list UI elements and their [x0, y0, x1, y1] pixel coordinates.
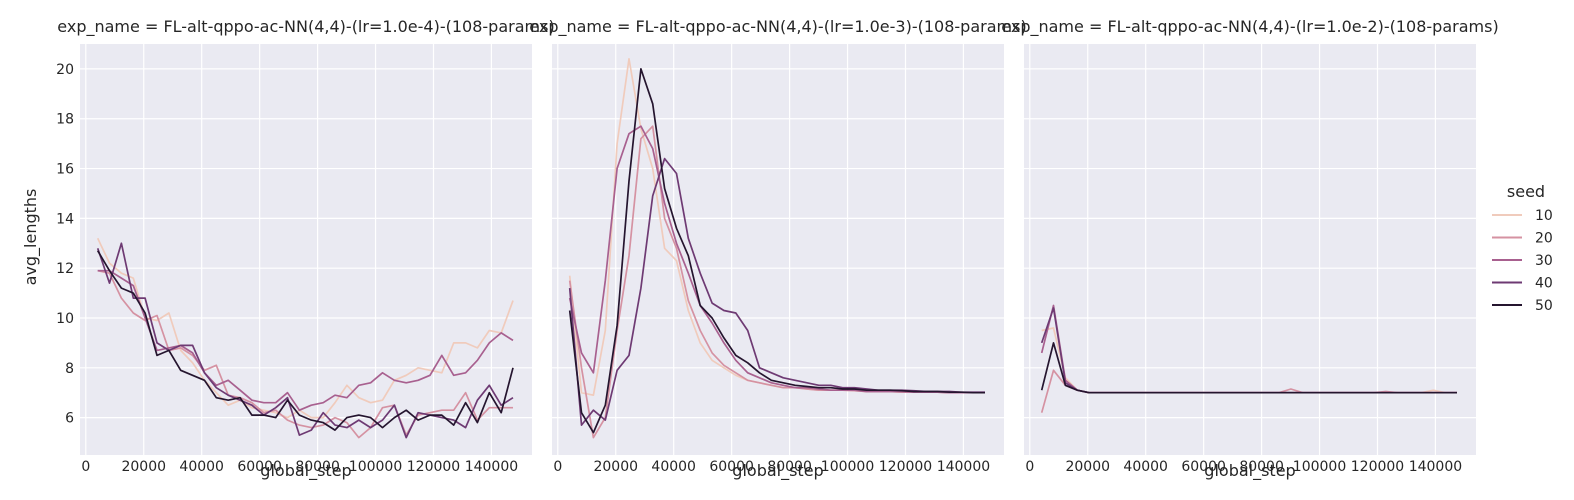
legend-label: 50	[1535, 298, 1553, 314]
y-tick-label: 8	[65, 361, 74, 377]
y-tick-label: 16	[56, 162, 74, 178]
series-line-seed-10	[96, 237, 514, 419]
x-tick-label: 0	[81, 459, 90, 475]
legend-item-10: 10	[1492, 208, 1553, 224]
plot-area	[80, 44, 532, 455]
legend-items: 10 20 30 40 50	[1492, 208, 1553, 314]
series-line-seed-50	[96, 250, 514, 431]
series-line-seed-50	[568, 68, 985, 434]
legend-title: seed	[1507, 182, 1545, 201]
x-tick-label: 80000	[295, 459, 340, 475]
legend-item-50: 50	[1492, 298, 1553, 314]
y-tick-label: 14	[56, 211, 74, 227]
series-line-seed-50	[1040, 342, 1457, 394]
x-axis-label: global_step	[732, 461, 823, 481]
series-line-seed-20	[97, 269, 513, 439]
x-tick-label: 140000	[937, 459, 990, 475]
x-tick-label: 140000	[1409, 459, 1462, 475]
panel-title: exp_name = FL-alt-qppo-ac-NN(4,4)-(lr=1.…	[529, 17, 1026, 37]
x-tick-label: 140000	[465, 459, 518, 475]
y-tick-label: 18	[56, 112, 74, 128]
panel-title: exp_name = FL-alt-qppo-ac-NN(4,4)-(lr=1.…	[57, 17, 554, 37]
legend-item-20: 20	[1492, 231, 1553, 247]
x-tick-label: 20000	[121, 459, 166, 475]
y-tick-label: 20	[56, 62, 74, 78]
x-tick-label: 80000	[1239, 459, 1284, 475]
plot-area	[1024, 44, 1476, 455]
x-tick-label: 120000	[407, 459, 460, 475]
x-tick-label: 100000	[1293, 459, 1346, 475]
panel-title: exp_name = FL-alt-qppo-ac-NN(4,4)-(lr=1.…	[1001, 17, 1498, 37]
legend-item-30: 30	[1492, 253, 1553, 269]
y-tick-label: 6	[65, 411, 74, 427]
legend-label: 10	[1535, 208, 1553, 224]
series-line-seed-40	[96, 242, 514, 439]
x-tick-label: 120000	[879, 459, 932, 475]
legend-label: 40	[1535, 276, 1553, 292]
panel-1: 0 20000 40000 60000 80000 100000 120000 140000 6…	[56, 17, 555, 481]
y-axis-label: avg_lengths	[21, 189, 41, 286]
x-tick-label: 0	[553, 459, 562, 475]
x-tick-label: 60000	[237, 459, 282, 475]
panel-3: 0 20000 40000 60000 80000 100000 120000 140000 g…	[1001, 17, 1498, 481]
legend-item-40: 40	[1492, 276, 1553, 292]
y-tick-label: 12	[56, 261, 74, 277]
legend: seed 10 20 30 40 50	[1492, 182, 1553, 314]
y-tick-label: 10	[56, 311, 74, 327]
x-tick-label: 100000	[349, 459, 402, 475]
x-tick-label: 60000	[1181, 459, 1226, 475]
x-tick-label: 20000	[593, 459, 638, 475]
legend-label: 30	[1535, 253, 1553, 269]
x-tick-label: 40000	[651, 459, 696, 475]
legend-label: 20	[1535, 231, 1553, 247]
x-axis-label: global_step	[1204, 461, 1295, 481]
x-tick-label: 100000	[821, 459, 874, 475]
x-tick-label: 120000	[1351, 459, 1404, 475]
x-tick-label: 20000	[1065, 459, 1110, 475]
x-axis-label: global_step	[260, 461, 351, 481]
x-tick-label: 40000	[179, 459, 224, 475]
panels: 0 20000 40000 60000 80000 100000 120000 140000 6…	[56, 17, 1499, 481]
plot-area	[552, 44, 1004, 455]
panel-2: 0 20000 40000 60000 80000 100000 120000 140000 g…	[529, 17, 1026, 481]
x-tick-label: 80000	[767, 459, 812, 475]
x-tick-label: 40000	[1123, 459, 1168, 475]
x-tick-label: 60000	[709, 459, 754, 475]
x-tick-label: 0	[1025, 459, 1034, 475]
